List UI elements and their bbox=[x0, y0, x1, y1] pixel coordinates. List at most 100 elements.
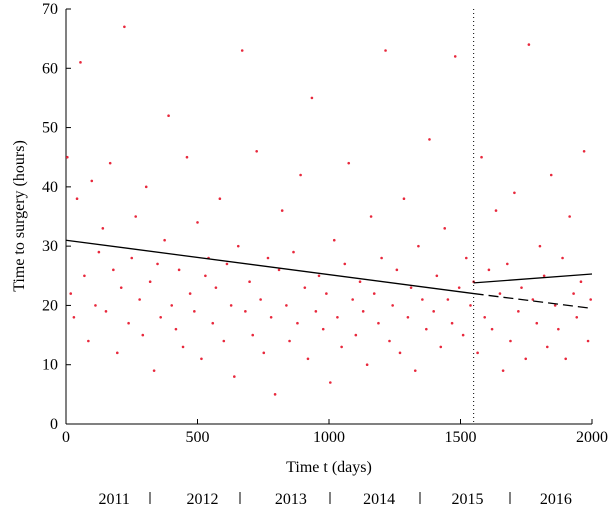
point bbox=[325, 292, 328, 295]
point bbox=[97, 250, 101, 254]
point bbox=[233, 375, 236, 378]
point bbox=[87, 339, 90, 343]
point bbox=[240, 49, 244, 52]
point bbox=[177, 268, 181, 272]
point bbox=[196, 221, 199, 224]
point bbox=[579, 280, 583, 284]
point bbox=[425, 327, 428, 331]
point bbox=[255, 149, 258, 153]
year-label: 2016 bbox=[540, 491, 572, 508]
point bbox=[487, 268, 491, 272]
point bbox=[549, 173, 553, 177]
y-tick-label: 10 bbox=[42, 357, 58, 374]
point bbox=[461, 333, 465, 337]
point bbox=[94, 304, 97, 307]
x-tick-label: 1000 bbox=[313, 429, 345, 446]
point bbox=[582, 149, 586, 153]
point bbox=[248, 280, 251, 284]
point bbox=[174, 327, 178, 331]
point bbox=[435, 274, 439, 278]
y-tick-label: 50 bbox=[42, 120, 58, 137]
point bbox=[181, 345, 185, 349]
y-tick-label: 40 bbox=[42, 179, 58, 196]
point bbox=[557, 327, 560, 331]
point bbox=[266, 256, 270, 260]
point bbox=[527, 43, 531, 46]
x-tick-label: 2000 bbox=[576, 429, 608, 446]
point bbox=[163, 238, 166, 242]
point bbox=[553, 304, 557, 307]
point bbox=[269, 315, 273, 319]
point bbox=[413, 369, 417, 372]
point bbox=[108, 161, 112, 165]
point bbox=[336, 315, 339, 319]
point bbox=[380, 256, 383, 260]
point bbox=[545, 345, 549, 349]
point bbox=[303, 286, 307, 289]
point bbox=[167, 114, 170, 118]
point bbox=[130, 256, 134, 260]
point bbox=[538, 244, 542, 248]
point bbox=[564, 357, 567, 361]
point bbox=[450, 321, 454, 325]
point bbox=[409, 286, 413, 289]
point bbox=[428, 138, 431, 141]
point bbox=[251, 333, 255, 337]
point bbox=[391, 304, 394, 307]
point bbox=[384, 49, 387, 52]
y-tick-label: 60 bbox=[42, 60, 58, 77]
point bbox=[148, 280, 152, 284]
year-label: 2013 bbox=[275, 491, 307, 508]
point bbox=[112, 268, 115, 272]
point bbox=[501, 369, 505, 372]
point bbox=[421, 298, 424, 301]
point bbox=[402, 197, 406, 201]
point bbox=[354, 333, 358, 337]
trend-line bbox=[473, 273, 593, 284]
point bbox=[185, 155, 189, 159]
point bbox=[262, 351, 266, 355]
point bbox=[365, 363, 369, 367]
point bbox=[535, 321, 539, 325]
point bbox=[498, 292, 502, 295]
point bbox=[134, 215, 137, 218]
point bbox=[285, 304, 288, 307]
point bbox=[372, 292, 376, 295]
point bbox=[75, 197, 79, 201]
year-label: 2011 bbox=[98, 491, 129, 508]
point bbox=[531, 298, 535, 301]
x-tick-label: 1500 bbox=[445, 429, 477, 446]
point bbox=[586, 339, 590, 343]
point bbox=[453, 55, 457, 58]
x-tick-label: 0 bbox=[62, 429, 70, 446]
point bbox=[204, 274, 207, 278]
point bbox=[361, 310, 365, 313]
point bbox=[464, 256, 468, 260]
point bbox=[296, 321, 299, 325]
point bbox=[273, 393, 277, 396]
point bbox=[343, 262, 347, 266]
point bbox=[358, 280, 362, 284]
point bbox=[568, 215, 571, 218]
point bbox=[152, 369, 156, 372]
point bbox=[321, 327, 325, 331]
point bbox=[572, 292, 575, 295]
point bbox=[432, 310, 435, 313]
point bbox=[480, 155, 483, 159]
point bbox=[90, 179, 94, 183]
point bbox=[469, 304, 472, 307]
point bbox=[83, 274, 86, 278]
point bbox=[314, 310, 318, 313]
year-label: 2012 bbox=[187, 491, 219, 508]
point bbox=[104, 310, 108, 313]
point bbox=[506, 262, 509, 266]
point bbox=[259, 298, 262, 301]
x-axis-label: Time t (days) bbox=[286, 459, 372, 476]
year-label: 2014 bbox=[363, 491, 395, 508]
point bbox=[156, 262, 159, 266]
point bbox=[159, 315, 162, 319]
point bbox=[138, 298, 141, 301]
point bbox=[513, 191, 516, 195]
point bbox=[193, 310, 196, 313]
